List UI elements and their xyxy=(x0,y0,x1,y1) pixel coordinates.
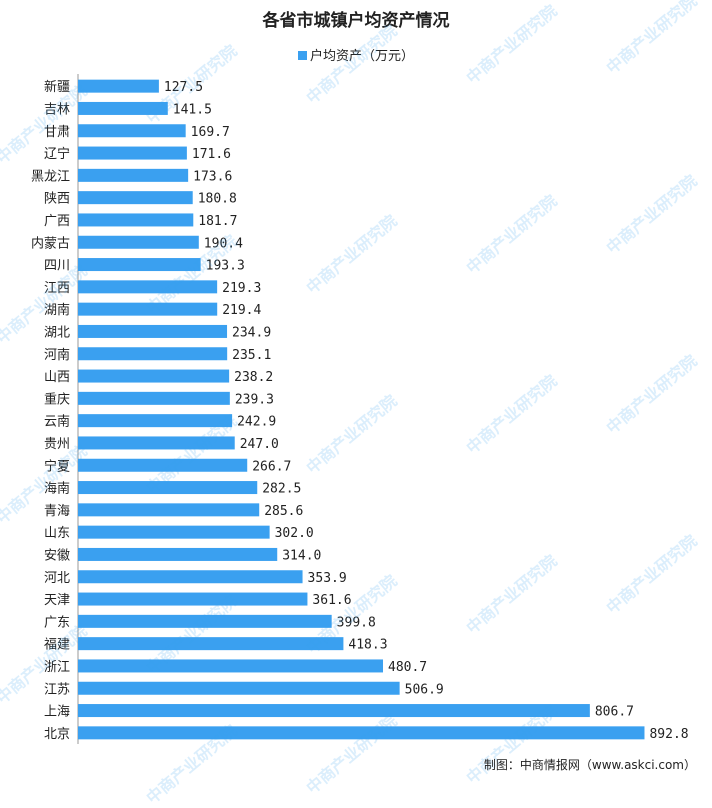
category-label: 安徽 xyxy=(44,548,70,563)
bar-chart: 新疆 127.5 吉林 141.5 甘肃 169.7 辽宁 171.6 黑龙江 173.6 陕西 18… xyxy=(31,74,689,744)
category-label: 甘肃 xyxy=(44,125,70,140)
legend-label: 户均资产（万元） xyxy=(309,49,414,64)
bar xyxy=(78,414,233,428)
category-label: 吉林 xyxy=(44,102,70,117)
category-label: 青海 xyxy=(44,504,70,519)
bar xyxy=(78,324,228,338)
data-label: 399.8 xyxy=(337,615,376,630)
data-label: 285.6 xyxy=(264,504,303,519)
bar xyxy=(78,101,168,115)
category-label: 河北 xyxy=(44,571,70,586)
bar xyxy=(78,659,384,673)
category-label: 新疆 xyxy=(44,79,70,95)
category-label: 云南 xyxy=(44,414,70,430)
bar xyxy=(78,614,332,628)
data-label: 806.7 xyxy=(595,705,634,720)
data-label: 171.6 xyxy=(192,147,231,162)
category-label: 上海 xyxy=(44,705,70,720)
data-label: 173.6 xyxy=(193,169,232,184)
category-label: 贵州 xyxy=(44,437,70,452)
bar xyxy=(78,369,230,383)
data-label: 506.9 xyxy=(405,682,444,697)
bar xyxy=(78,213,194,227)
category-label: 江苏 xyxy=(44,681,70,697)
data-label: 169.7 xyxy=(191,125,230,140)
category-label: 重庆 xyxy=(44,391,70,407)
bars-group: 新疆 127.5 吉林 141.5 甘肃 169.7 辽宁 171.6 黑龙江 173.6 陕西 18… xyxy=(31,79,689,742)
data-label: 127.5 xyxy=(164,80,203,95)
bar xyxy=(78,258,201,272)
category-label: 黑龙江 xyxy=(31,169,70,184)
data-label: 219.3 xyxy=(222,281,261,296)
data-label: 266.7 xyxy=(252,459,291,474)
bar xyxy=(78,726,645,740)
bar xyxy=(78,79,159,93)
bar xyxy=(78,235,199,249)
category-label: 海南 xyxy=(44,481,70,497)
data-label: 353.9 xyxy=(308,571,347,586)
source-note: 制图：中商情报网（www.askci.com） xyxy=(483,758,696,772)
data-label: 180.8 xyxy=(198,192,237,207)
bar xyxy=(78,592,308,606)
data-label: 141.5 xyxy=(173,102,212,117)
category-label: 陕西 xyxy=(44,192,70,207)
data-label: 282.5 xyxy=(262,482,301,497)
category-label: 河南 xyxy=(44,347,70,363)
category-label: 宁夏 xyxy=(44,458,70,474)
category-label: 广东 xyxy=(44,615,70,630)
bar xyxy=(78,525,270,539)
data-label: 242.9 xyxy=(237,415,276,430)
bar xyxy=(78,481,258,495)
category-label: 湖北 xyxy=(44,325,70,340)
bar xyxy=(78,391,230,405)
category-label: 山东 xyxy=(44,526,70,541)
bar xyxy=(78,681,400,695)
data-label: 314.0 xyxy=(282,548,321,563)
data-label: 234.9 xyxy=(232,325,271,340)
bar xyxy=(78,570,303,584)
legend-swatch xyxy=(297,51,307,60)
legend: 户均资产（万元） xyxy=(0,45,712,64)
data-label: 219.4 xyxy=(222,303,261,318)
data-label: 190.4 xyxy=(204,236,243,251)
data-label: 235.1 xyxy=(232,348,271,363)
data-label: 238.2 xyxy=(234,370,273,385)
bar xyxy=(78,146,187,160)
data-label: 247.0 xyxy=(240,437,279,452)
bar xyxy=(78,191,193,205)
bar xyxy=(78,280,218,294)
category-label: 山西 xyxy=(44,370,70,385)
data-label: 193.3 xyxy=(206,259,245,274)
bar xyxy=(78,168,189,182)
category-label: 广西 xyxy=(44,214,70,229)
bar xyxy=(78,637,344,651)
category-label: 四川 xyxy=(44,259,70,274)
bar xyxy=(78,124,186,138)
bar xyxy=(78,302,218,316)
data-label: 361.6 xyxy=(312,593,351,608)
category-label: 江西 xyxy=(44,281,70,296)
category-label: 湖南 xyxy=(44,302,70,318)
data-label: 892.8 xyxy=(649,727,688,742)
bar xyxy=(78,547,278,561)
data-label: 418.3 xyxy=(348,638,387,653)
data-label: 181.7 xyxy=(198,214,237,229)
category-label: 内蒙古 xyxy=(31,235,70,251)
category-label: 北京 xyxy=(44,727,70,742)
bar xyxy=(78,704,590,718)
bar xyxy=(78,458,248,472)
category-label: 福建 xyxy=(44,638,70,653)
category-label: 辽宁 xyxy=(44,146,70,162)
chart-title: 各省市城镇户均资产情况 xyxy=(262,11,450,31)
bar xyxy=(78,503,260,517)
category-label: 浙江 xyxy=(44,660,70,675)
category-label: 天津 xyxy=(44,593,70,608)
data-label: 239.3 xyxy=(235,392,274,407)
data-label: 302.0 xyxy=(275,526,314,541)
bar xyxy=(78,347,228,361)
data-label: 480.7 xyxy=(388,660,427,675)
bar xyxy=(78,436,235,450)
